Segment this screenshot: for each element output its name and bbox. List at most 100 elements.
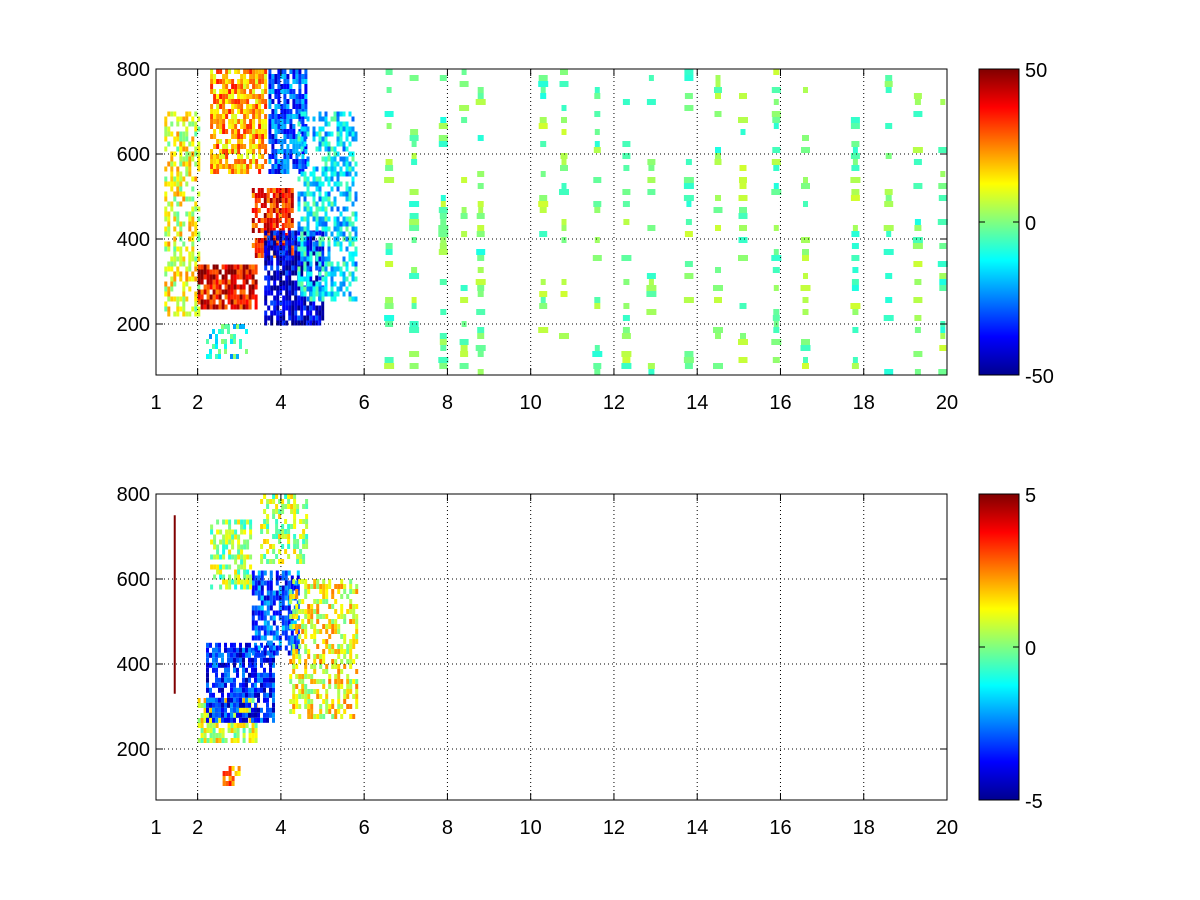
heatmap-cell	[274, 134, 278, 139]
heatmap-cell	[301, 119, 305, 124]
heatmap-cell	[245, 667, 248, 673]
heatmap-cell	[275, 188, 279, 193]
heatmap-cell	[321, 221, 325, 227]
heatmap-cell	[197, 294, 201, 300]
heatmap-cell	[227, 728, 231, 733]
heatmap-cell	[234, 84, 238, 89]
heatmap-cell	[352, 714, 356, 719]
heatmap-cell	[243, 114, 247, 119]
heatmap-cell	[209, 642, 212, 648]
heatmap-cell	[348, 236, 352, 242]
heatmap-cell	[298, 644, 302, 649]
noise-cell	[684, 261, 693, 267]
heatmap-cell	[284, 494, 288, 499]
heatmap-cell	[176, 311, 180, 317]
heatmap-cell	[304, 84, 308, 89]
heatmap-cell	[236, 728, 240, 733]
heatmap-cell	[339, 266, 343, 272]
heatmap-cell	[179, 306, 183, 312]
heatmap-cell	[333, 161, 337, 167]
heatmap-cell	[231, 134, 235, 139]
noise-cell	[594, 345, 600, 351]
heatmap-cell	[284, 590, 288, 596]
noise-cell	[476, 249, 486, 255]
heatmap-cell	[295, 594, 299, 599]
heatmap-cell	[321, 136, 325, 142]
heatmap-cell	[272, 692, 275, 698]
heatmap-cell	[263, 687, 266, 693]
heatmap-cell	[240, 74, 244, 79]
heatmap-cell	[351, 221, 355, 227]
heatmap-cell	[260, 590, 264, 596]
heatmap-cell	[233, 647, 236, 653]
heatmap-cell	[245, 274, 249, 280]
noise-cell	[771, 111, 781, 117]
heatmap-cell	[300, 251, 304, 257]
noise-cell	[409, 363, 419, 369]
heatmap-cell	[289, 84, 293, 89]
heatmap-cell	[328, 684, 332, 689]
heatmap-cell	[255, 84, 259, 89]
heatmap-cell	[242, 733, 246, 738]
heatmap-cell	[246, 164, 250, 169]
heatmap-cell	[251, 243, 255, 248]
heatmap-cell	[310, 699, 314, 704]
heatmap-cell	[290, 248, 294, 253]
noise-cell	[802, 249, 809, 255]
heatmap-cell	[297, 250, 301, 256]
noise-cell	[884, 201, 894, 207]
heatmap-cell	[274, 129, 278, 134]
noise-cell	[561, 225, 567, 231]
heatmap-cell	[343, 664, 347, 669]
heatmap-patch	[297, 111, 358, 302]
heatmap-cell	[252, 119, 256, 124]
heatmap-cell	[290, 635, 294, 641]
heatmap-cell	[231, 776, 235, 781]
heatmap-cell	[304, 69, 308, 74]
heatmap-cell	[334, 609, 338, 614]
heatmap-cell	[263, 193, 267, 198]
heatmap-cell	[295, 164, 299, 169]
x-tick-label: 1	[150, 817, 161, 839]
heatmap-cell	[258, 109, 262, 114]
heatmap-cell	[216, 529, 220, 535]
heatmap-cell	[179, 221, 183, 227]
heatmap-cell	[234, 574, 238, 580]
x-tick-label: 16	[769, 392, 791, 414]
heatmap-cell	[269, 559, 273, 564]
heatmap-cell	[348, 171, 352, 177]
heatmap-cell	[228, 99, 232, 104]
heatmap-cell	[336, 181, 340, 187]
heatmap-cell	[170, 206, 174, 212]
heatmap-cell	[312, 286, 316, 292]
heatmap-cell	[284, 198, 288, 203]
heatmap-cell	[182, 261, 186, 267]
heatmap-cell	[257, 692, 260, 698]
heatmap-cell	[303, 171, 307, 177]
heatmap-cell	[300, 231, 304, 237]
noise-cell	[850, 117, 860, 123]
heatmap-cell	[230, 717, 233, 723]
heatmap-cell	[342, 111, 346, 117]
heatmap-cell	[260, 570, 264, 576]
heatmap-cell	[257, 585, 261, 591]
heatmap-cell	[300, 236, 304, 242]
heatmap-cell	[271, 99, 275, 104]
heatmap-cell	[303, 305, 307, 311]
heatmap-cell	[276, 285, 280, 291]
heatmap-cell	[173, 136, 177, 142]
heatmap-cell	[355, 624, 359, 629]
heatmap-cell	[274, 139, 278, 144]
heatmap-cell	[351, 136, 355, 142]
heatmap-cell	[306, 271, 310, 277]
heatmap-cell	[237, 104, 241, 109]
heatmap-cell	[287, 585, 291, 591]
noise-cell	[773, 225, 779, 231]
heatmap-cell	[271, 139, 275, 144]
heatmap-cell	[230, 738, 234, 743]
noise-cell	[439, 75, 447, 81]
heatmap-cell	[272, 635, 276, 641]
heatmap-cell	[255, 94, 259, 99]
heatmap-cell	[315, 230, 319, 236]
heatmap-cell	[272, 630, 276, 636]
